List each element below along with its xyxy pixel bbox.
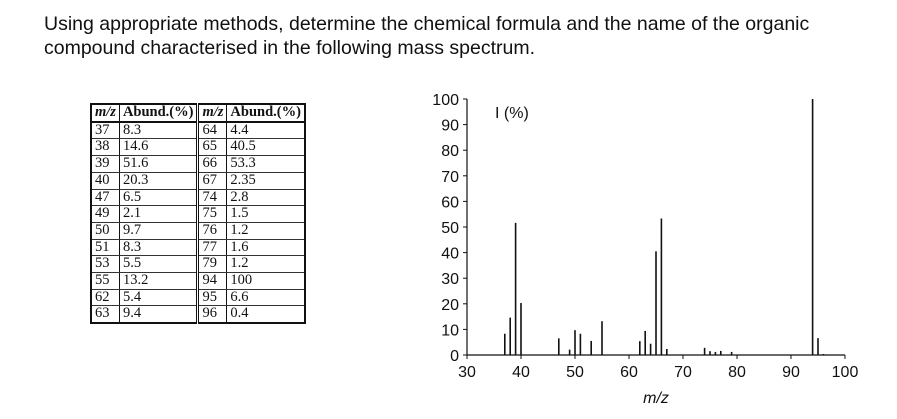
cell-abundance: 2.8 <box>226 189 306 207</box>
y-tick-label: 10 <box>441 322 459 339</box>
y-tick-label: 70 <box>441 169 459 186</box>
cell-mz: 50 <box>90 222 120 240</box>
table-row: 53 5.5 79 1.2 <box>90 256 306 274</box>
header-abundance-1: Abund.(%) <box>118 104 200 123</box>
cell-mz: 77 <box>197 239 228 257</box>
y-tick-label: 50 <box>441 220 459 237</box>
header-mz-1: m/z <box>90 104 120 123</box>
y-tick-label: 20 <box>441 297 459 314</box>
mass-spectrum-chart: 0 10 20 30 40 50 60 70 80 90 100 30 40 50 60 70 80 90 100 I… <box>432 92 858 407</box>
cell-mz: 66 <box>197 155 228 173</box>
table-row: 49 2.1 75 1.5 <box>90 206 306 223</box>
cell-mz: 67 <box>197 172 228 190</box>
table-body: 37 8.3 64 4.4 38 14.6 65 40.5 39 51.6 66 53.3 40 20.3… <box>90 121 306 324</box>
cell-abundance: 1.2 <box>226 222 306 240</box>
cell-abundance: 40.5 <box>226 139 306 157</box>
y-tick-label: 0 <box>450 348 459 365</box>
y-tick-label: 90 <box>441 118 459 135</box>
table-row: 55 13.2 94 100 <box>90 272 306 290</box>
table-row: 50 9.7 76 1.2 <box>90 222 306 240</box>
cell-abundance: 1.6 <box>226 239 306 257</box>
y-tick-label: 80 <box>441 143 459 160</box>
cell-mz: 55 <box>90 272 120 290</box>
cell-abundance: 1.2 <box>226 256 306 274</box>
chart-labels: 0 10 20 30 40 50 60 70 80 90 100 30 40 50 60 70 80 90 100 I… <box>432 92 858 407</box>
header-abundance-2: Abund.(%) <box>226 104 306 123</box>
cell-mz: 49 <box>90 206 120 223</box>
cell-mz: 96 <box>197 305 228 324</box>
cell-abundance: 5.4 <box>118 289 200 307</box>
cell-abundance: 1.5 <box>226 206 306 223</box>
cell-mz: 75 <box>197 206 228 223</box>
x-tick-label: 80 <box>728 364 746 381</box>
cell-mz: 76 <box>197 222 228 240</box>
table-header-row: m/z Abund.(%) m/z Abund.(%) <box>90 104 306 123</box>
chart-bars <box>504 99 825 355</box>
cell-mz: 94 <box>197 272 228 290</box>
question-text: Using appropriate methods, determine the… <box>44 13 810 59</box>
cell-abundance: 6.5 <box>118 189 200 207</box>
cell-mz: 95 <box>197 289 228 307</box>
table-row: 38 14.6 65 40.5 <box>90 139 306 157</box>
cell-abundance: 2.35 <box>226 172 306 190</box>
cell-abundance: 6.6 <box>226 289 306 307</box>
cell-abundance: 100 <box>226 272 306 290</box>
table-row: 39 51.6 66 53.3 <box>90 155 306 173</box>
chart-axes <box>463 98 846 359</box>
cell-mz: 53 <box>90 256 120 274</box>
table-row: 63 9.4 96 0.4 <box>90 305 306 324</box>
table-row: 51 8.3 77 1.6 <box>90 239 306 257</box>
cell-abundance: 53.3 <box>226 155 306 173</box>
cell-mz: 64 <box>197 121 228 140</box>
cell-abundance: 2.1 <box>118 206 200 223</box>
cell-mz: 65 <box>197 139 228 157</box>
cell-mz: 79 <box>197 256 228 274</box>
cell-abundance: 8.3 <box>118 239 200 257</box>
x-tick-label: 40 <box>512 364 530 381</box>
cell-abundance: 51.6 <box>118 155 200 173</box>
y-tick-label: 30 <box>441 271 459 288</box>
cell-mz: 40 <box>90 172 120 190</box>
cell-abundance: 13.2 <box>118 272 200 290</box>
cell-abundance: 0.4 <box>226 305 306 324</box>
x-axis-label: m/z <box>643 390 669 407</box>
table-row: 47 6.5 74 2.8 <box>90 189 306 207</box>
cell-abundance: 8.3 <box>118 121 200 140</box>
cell-abundance: 9.4 <box>118 305 200 324</box>
mass-spectrum-table: m/z Abund.(%) m/z Abund.(%) 37 8.3 64 4.4 38… <box>90 103 306 325</box>
mass-spectrum-table-container: m/z Abund.(%) m/z Abund.(%) 37 8.3 64 4.4 38… <box>90 103 306 325</box>
table-row: 62 5.4 95 6.6 <box>90 289 306 307</box>
cell-mz: 74 <box>197 189 228 207</box>
y-axis-label: I (%) <box>495 105 529 122</box>
cell-abundance: 4.4 <box>226 121 306 140</box>
cell-mz: 63 <box>90 305 120 324</box>
cell-mz: 62 <box>90 289 120 307</box>
y-tick-label: 60 <box>441 194 459 211</box>
x-tick-label: 60 <box>620 364 638 381</box>
x-tick-label: 100 <box>832 364 859 381</box>
cell-abundance: 5.5 <box>118 256 200 274</box>
x-tick-label: 70 <box>674 364 692 381</box>
cell-mz: 37 <box>90 121 120 140</box>
y-tick-label: 40 <box>441 246 459 263</box>
cell-mz: 39 <box>90 155 120 173</box>
x-tick-label: 90 <box>782 364 800 381</box>
table-row: 40 20.3 67 2.35 <box>90 172 306 190</box>
x-tick-label: 30 <box>458 364 476 381</box>
table-row: 37 8.3 64 4.4 <box>90 121 306 140</box>
cell-mz: 47 <box>90 189 120 207</box>
cell-abundance: 14.6 <box>118 139 200 157</box>
cell-mz: 38 <box>90 139 120 157</box>
cell-abundance: 9.7 <box>118 222 200 240</box>
y-tick-label: 100 <box>432 92 459 109</box>
header-mz-2: m/z <box>197 104 228 123</box>
x-tick-label: 50 <box>566 364 584 381</box>
cell-mz: 51 <box>90 239 120 257</box>
cell-abundance: 20.3 <box>118 172 200 190</box>
